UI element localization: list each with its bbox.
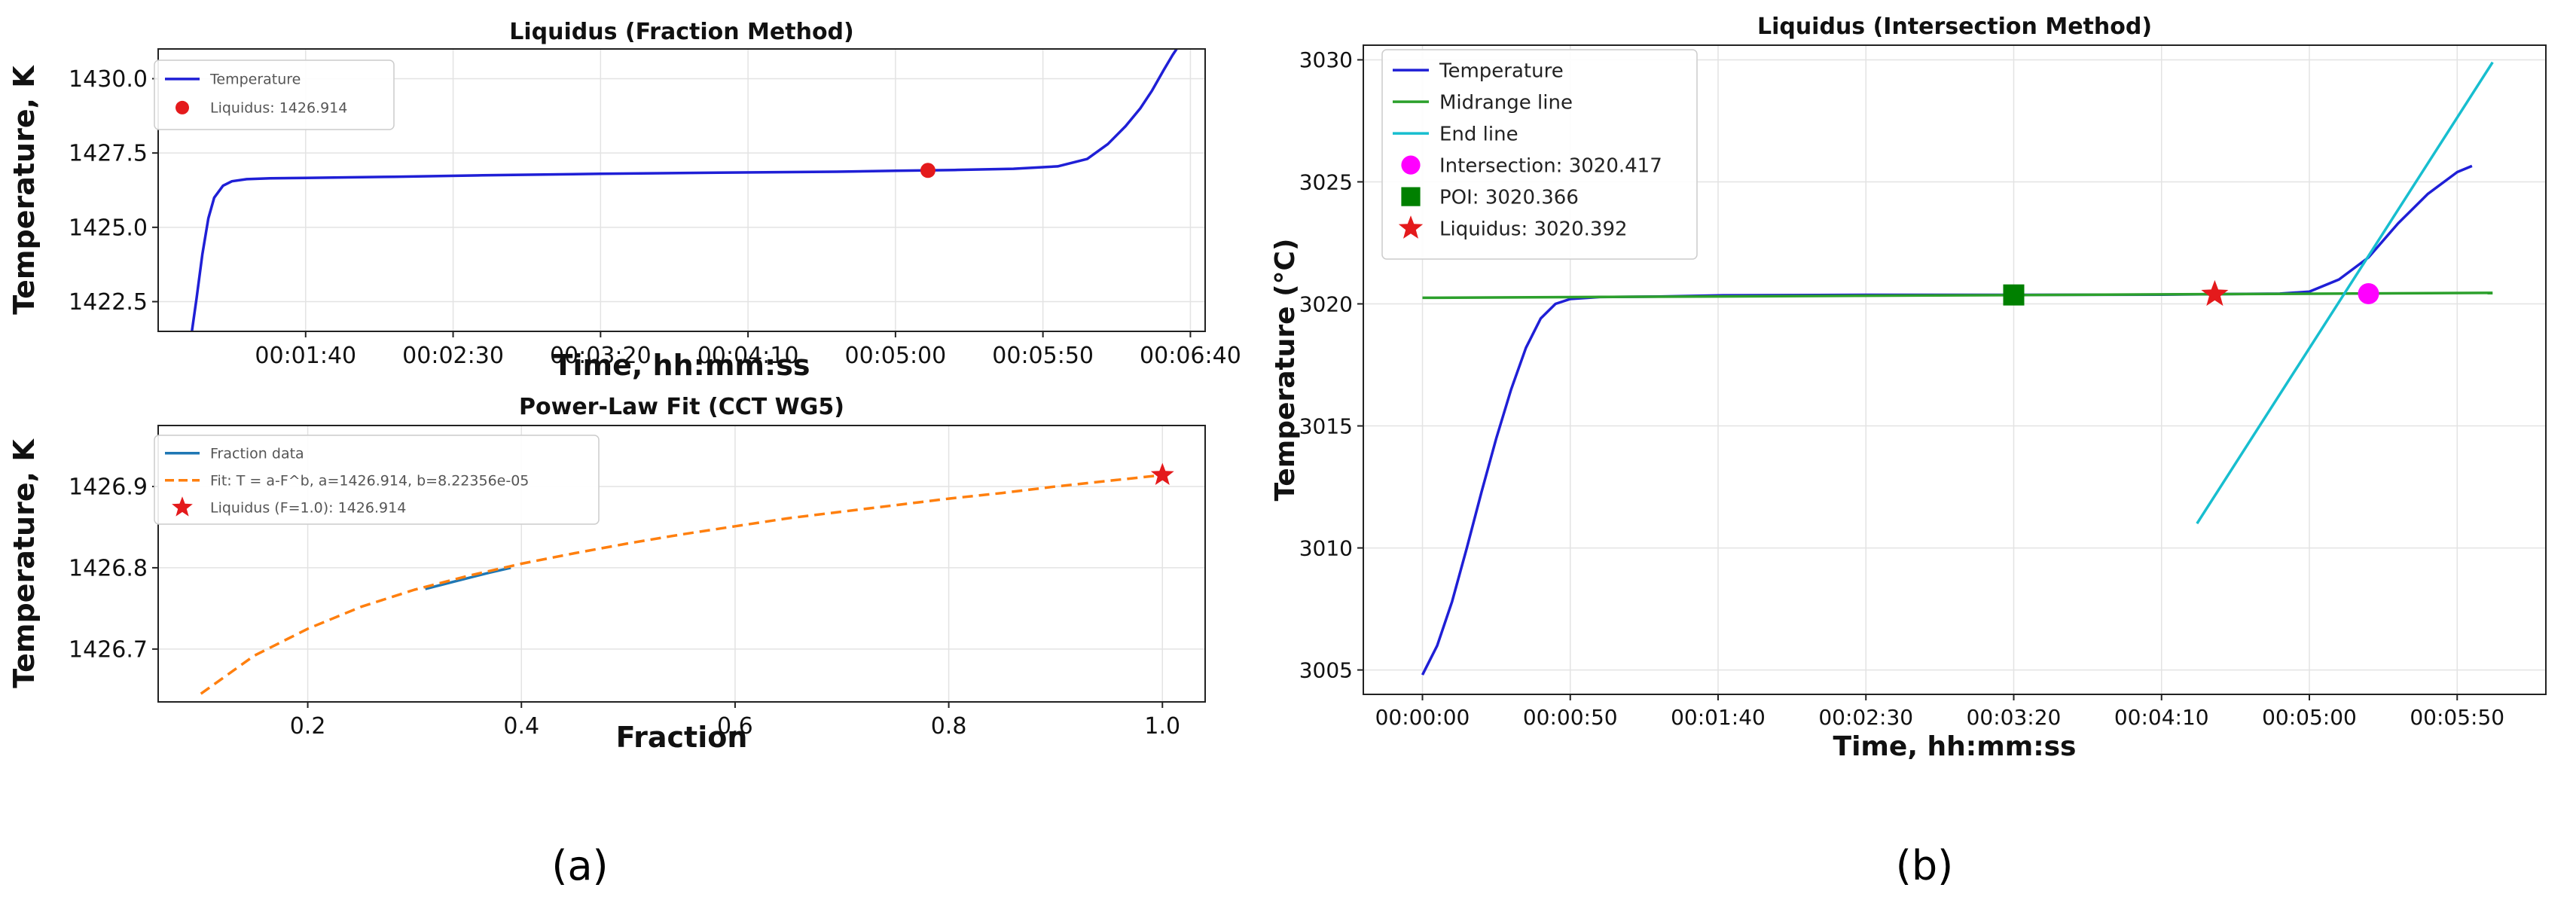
y-tick-label: 1426.7 [69, 636, 148, 663]
x-tick-label: 00:04:10 [2114, 705, 2209, 730]
x-tick-label: 00:02:30 [1818, 705, 1913, 730]
x-tick-label: 00:05:50 [992, 343, 1094, 369]
axes-frame [1363, 44, 2547, 695]
y-tick-label: 3030 [1299, 47, 1353, 72]
series-line-fraction-data [425, 566, 511, 590]
x-tick-label: 00:05:00 [2262, 705, 2357, 730]
chart-title: Liquidus (Fraction Method) [509, 19, 854, 45]
legend: Temperature Liquidus: 1426.914 [154, 59, 395, 130]
marker-liquidus [920, 163, 935, 178]
series-line-end-line [2196, 61, 2494, 525]
legend-label: Fit: T = a-F^b, a=1426.914, b=8.22356e-0… [210, 473, 529, 490]
chart-title: Liquidus (Intersection Method) [1757, 14, 2152, 40]
legend-swatch-poi [1401, 187, 1421, 206]
x-axis-label: Fraction [616, 721, 748, 754]
x-tick-label: 00:01:40 [255, 343, 356, 369]
x-tick-label: 00:00:50 [1523, 705, 1618, 730]
y-tick-label: 1425.0 [69, 215, 148, 241]
legend-box [154, 59, 395, 130]
axes-frame [157, 48, 1206, 332]
x-tick-label: 0.8 [931, 713, 967, 740]
x-tick-label: 00:05:00 [844, 343, 946, 369]
legend-label: Liquidus (F=1.0): 1426.914 [210, 500, 406, 517]
marker-liquidus-f-1-0 [1150, 462, 1174, 485]
x-axis-label: Time, hh:mm:ss [1833, 731, 2077, 762]
panel-label-a: (a) [551, 842, 608, 889]
legend-swatch-liquidus [175, 100, 189, 114]
x-tick-label: 00:04:10 [697, 343, 799, 369]
legend-label: Midrange line [1439, 91, 1573, 114]
legend-label: Temperature [1439, 59, 1564, 82]
legend-swatch-liquidus [1398, 215, 1424, 239]
x-tick-label: 0.6 [717, 713, 753, 740]
y-axis-label: Temperature, K [8, 438, 41, 688]
chart-liquidus-fraction: 00:01:40 00:02:30 00:03:20 00:04:10 00:05:00… [8, 19, 1241, 382]
legend-label: Intersection: 3020.417 [1439, 154, 1662, 177]
panel-label-b: (b) [1896, 842, 1953, 889]
y-axis-label: Temperature (°C) [1270, 239, 1301, 502]
x-tick-label: 00:01:40 [1671, 705, 1766, 730]
x-tick-label: 0.4 [503, 713, 539, 740]
x-tick-label: 00:05:50 [2410, 705, 2504, 730]
marker-liquidus [2201, 279, 2229, 307]
x-tick-label: 1.0 [1144, 713, 1180, 740]
y-tick-label: 3020 [1299, 291, 1353, 316]
marker-poi [2003, 284, 2025, 306]
y-tick-label: 3015 [1299, 413, 1353, 438]
x-tick-label: 00:03:20 [550, 343, 652, 369]
legend-box [1381, 49, 1698, 260]
x-tick-label: 00:00:00 [1375, 705, 1470, 730]
y-axis-label: Temperature, K [8, 65, 41, 315]
y-tick-label: 3010 [1299, 535, 1353, 560]
chart-title: Power-Law Fit (CCT WG5) [519, 394, 844, 420]
legend-swatch-liquidus-f-1-0 [172, 496, 193, 517]
legend-label: Liquidus: 1426.914 [210, 100, 347, 117]
legend: Fraction data Fit: T = a-F^b, a=1426.914,… [154, 435, 600, 525]
legend-label: Liquidus: 3020.392 [1439, 218, 1628, 240]
x-axis-label: Time, hh:mm:ss [554, 349, 810, 382]
y-tick-label: 1426.9 [69, 474, 148, 500]
series-line-midrange-line [1422, 291, 2493, 300]
y-tick-label: 1426.8 [69, 555, 148, 581]
x-tick-label: 0.2 [290, 713, 326, 740]
y-tick-label: 3025 [1299, 169, 1353, 194]
axes-frame [157, 425, 1206, 703]
series-line-fit [200, 474, 1163, 695]
x-tick-label: 00:06:40 [1140, 343, 1241, 369]
legend: Temperature Midrange line End line Intersec… [1381, 49, 1698, 260]
legend-label: POI: 3020.366 [1439, 186, 1579, 209]
series-line-temperature [191, 49, 1179, 331]
x-tick-label: 00:03:20 [1967, 705, 2062, 730]
legend-box [154, 435, 600, 525]
chart-liquidus-intersection: 00:00:00 00:00:50 00:01:40 00:02:30 00:03:20… [1270, 14, 2547, 762]
y-tick-label: 1427.5 [69, 141, 148, 167]
marker-intersection [2358, 282, 2379, 304]
x-tick-label: 00:02:30 [402, 343, 504, 369]
y-tick-label: 3005 [1299, 657, 1353, 682]
legend-label: End line [1439, 123, 1518, 145]
chart-power-law-fit: 0.2 0.4 0.6 0.8 1.0 1426.7 1426.8 1426.9 Power-L… [8, 394, 1206, 754]
legend-label: Fraction data [210, 446, 304, 462]
legend-label: Temperature [209, 72, 301, 88]
legend-swatch-intersection [1401, 155, 1421, 175]
y-tick-label: 1430.0 [69, 66, 148, 93]
y-tick-label: 1422.5 [69, 289, 148, 316]
